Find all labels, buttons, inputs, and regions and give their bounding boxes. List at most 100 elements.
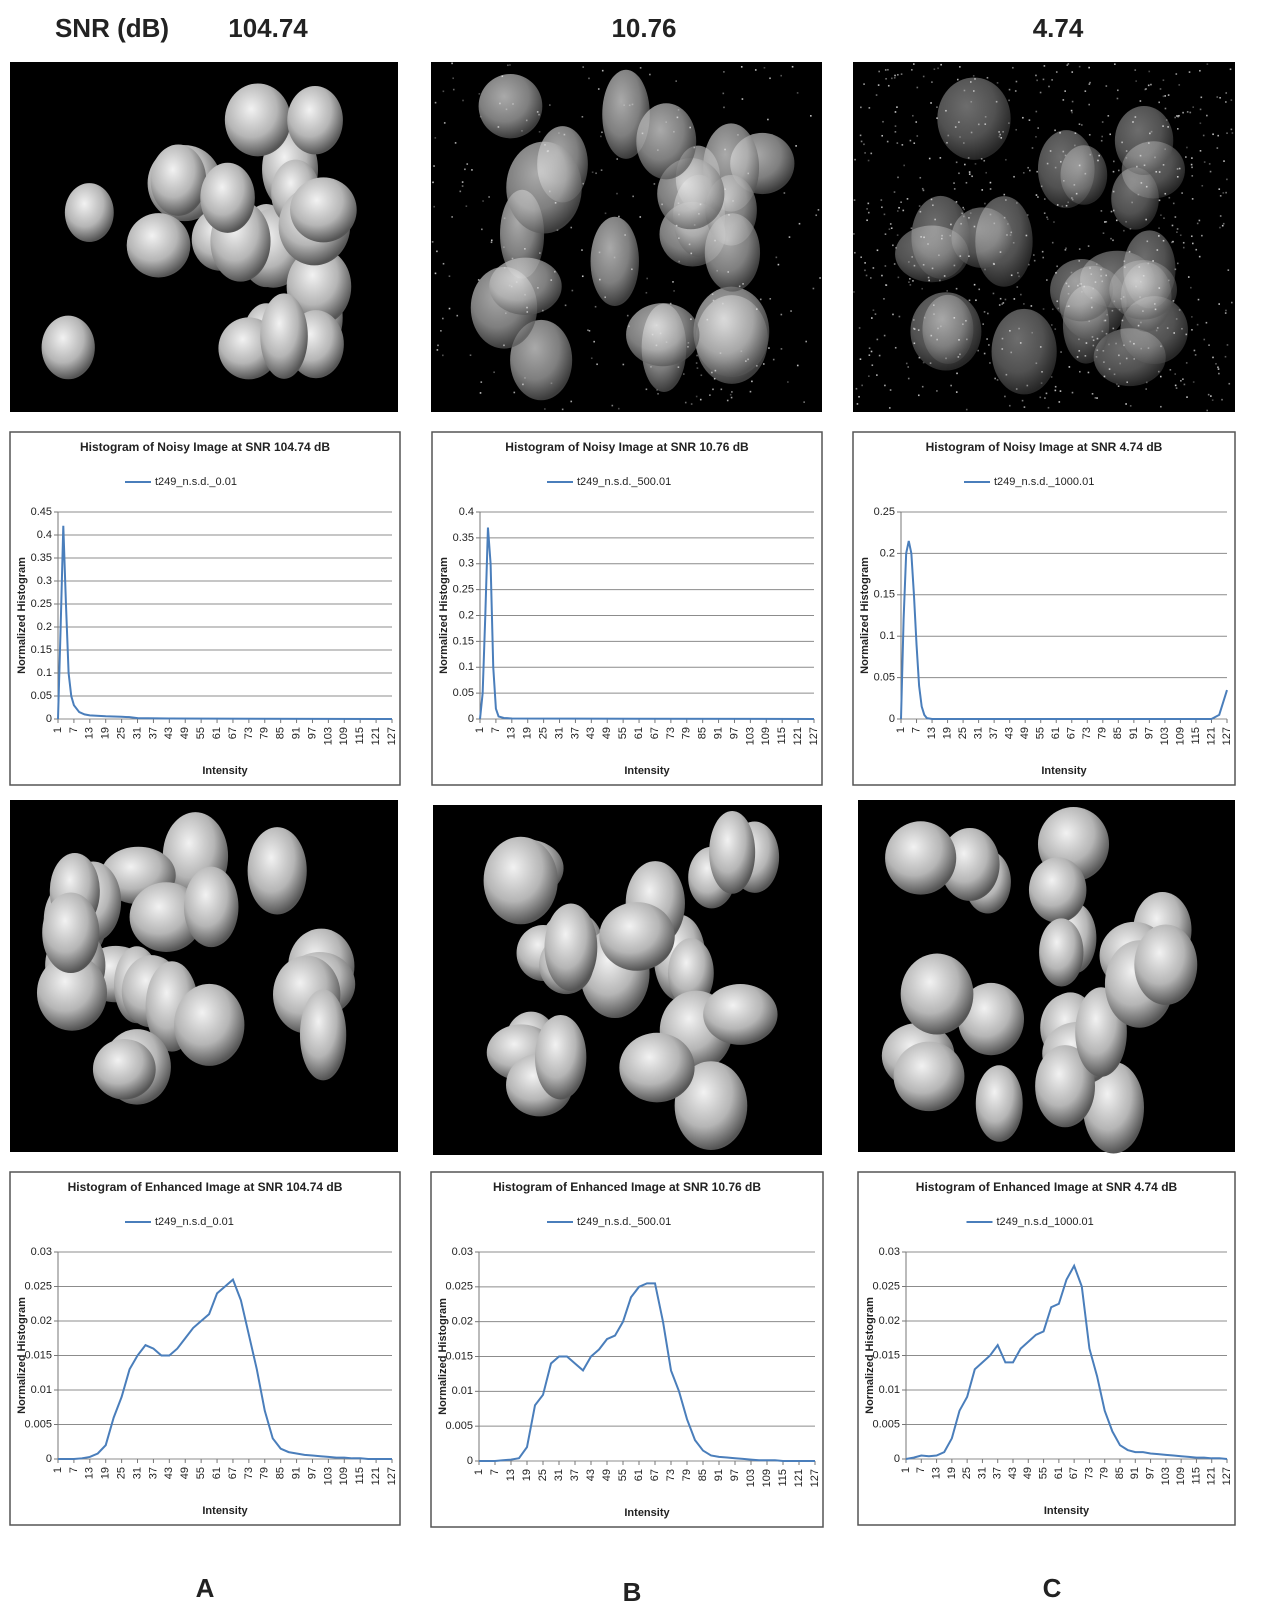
noise-speck <box>959 136 961 138</box>
noise-speck <box>1078 338 1080 341</box>
noise-speck <box>1158 227 1160 229</box>
noise-speck <box>1008 88 1011 91</box>
noise-speck <box>1014 90 1017 92</box>
noise-speck <box>1145 381 1148 384</box>
noise-speck <box>1055 271 1057 274</box>
noise-speck <box>465 205 468 207</box>
noise-speck <box>775 256 778 259</box>
noise-speck <box>624 234 626 236</box>
noise-speck <box>1176 262 1179 265</box>
noise-speck <box>1089 267 1091 269</box>
noise-speck <box>953 264 956 267</box>
noise-speck <box>1167 126 1169 128</box>
noise-speck <box>645 388 648 391</box>
noise-speck <box>967 157 970 159</box>
noise-speck <box>591 171 594 174</box>
noise-speck <box>596 363 598 366</box>
noise-speck <box>955 391 958 393</box>
noise-speck <box>1172 300 1175 302</box>
noise-speck <box>1218 303 1220 305</box>
noise-speck <box>1041 250 1044 253</box>
noise-speck <box>1110 237 1112 240</box>
noise-speck <box>1071 198 1074 201</box>
x-tick-label: 61 <box>211 727 223 739</box>
noise-speck <box>1230 128 1233 131</box>
noise-speck <box>988 344 990 346</box>
y-tick-label: 0.03 <box>452 1246 473 1258</box>
noise-speck <box>1133 342 1135 345</box>
legend-label: t249_n.s.d_1000.01 <box>997 1216 1094 1228</box>
noise-speck <box>1112 327 1115 330</box>
x-tick-label: 97 <box>728 727 740 739</box>
noise-speck <box>974 163 977 165</box>
noise-speck <box>941 234 943 237</box>
noise-speck <box>481 228 483 231</box>
noise-speck <box>459 190 462 193</box>
x-tick-label: 97 <box>729 1469 741 1481</box>
y-tick-label: 0.025 <box>24 1280 52 1292</box>
noise-speck <box>1175 387 1178 389</box>
noise-speck <box>1170 241 1173 244</box>
noise-speck <box>958 172 960 175</box>
cell-blob <box>599 902 675 971</box>
noise-speck <box>868 375 870 377</box>
noise-speck <box>688 243 691 246</box>
x-tick-label: 19 <box>941 727 953 739</box>
noise-speck <box>549 190 551 193</box>
data-line <box>57 525 393 720</box>
noise-speck <box>723 106 725 109</box>
noise-speck <box>1188 71 1191 73</box>
noise-speck <box>1084 90 1087 92</box>
noise-speck <box>983 352 986 355</box>
noise-speck <box>963 142 965 144</box>
noise-speck <box>1212 356 1214 359</box>
noise-speck <box>1002 302 1005 304</box>
x-tick-label: 7 <box>68 1467 80 1473</box>
noise-speck <box>656 389 658 391</box>
x-tick-label: 31 <box>131 1467 143 1479</box>
x-tick-label: 13 <box>84 727 96 739</box>
noise-speck <box>1211 399 1214 401</box>
x-tick-label: 25 <box>116 727 128 739</box>
noise-speck <box>1110 210 1113 213</box>
noise-speck <box>503 344 505 347</box>
cell-blob <box>489 257 562 315</box>
noise-speck <box>1090 297 1093 299</box>
noise-speck <box>1182 111 1184 114</box>
noise-speck <box>996 82 999 84</box>
cell-blob <box>709 810 756 894</box>
x-tick-label: 67 <box>649 727 661 739</box>
noise-speck <box>949 234 951 237</box>
cell-blob <box>299 989 347 1081</box>
noise-speck <box>1162 164 1165 166</box>
noise-speck <box>913 319 915 321</box>
noise-speck <box>1212 133 1214 136</box>
noise-speck <box>1146 240 1149 243</box>
noise-speck <box>975 299 977 302</box>
x-tick-label: 67 <box>1068 1467 1080 1479</box>
noise-speck <box>1039 91 1042 94</box>
noise-speck <box>604 212 607 215</box>
x-tick-label: 127 <box>1221 1467 1233 1485</box>
noise-speck <box>940 237 943 240</box>
noise-speck <box>695 395 698 398</box>
noise-speck <box>1200 96 1203 99</box>
noise-speck <box>1137 324 1140 327</box>
noise-speck <box>994 377 996 380</box>
noise-speck <box>981 189 984 191</box>
noise-speck <box>508 284 511 287</box>
noise-speck <box>712 388 714 391</box>
noise-speck <box>968 299 971 302</box>
x-tick-label: 1 <box>52 727 64 733</box>
noise-speck <box>1121 319 1124 322</box>
noise-speck <box>972 75 975 77</box>
noise-speck <box>1035 194 1038 196</box>
noise-speck <box>883 334 886 337</box>
legend-label: t249_n.s.d._1000.01 <box>994 476 1094 488</box>
noise-speck <box>1133 358 1136 360</box>
noise-speck <box>1100 139 1103 142</box>
noise-speck <box>920 236 922 238</box>
noise-speck <box>998 135 1001 138</box>
cell-blob <box>150 144 207 216</box>
x-tick-label: 109 <box>760 727 772 745</box>
